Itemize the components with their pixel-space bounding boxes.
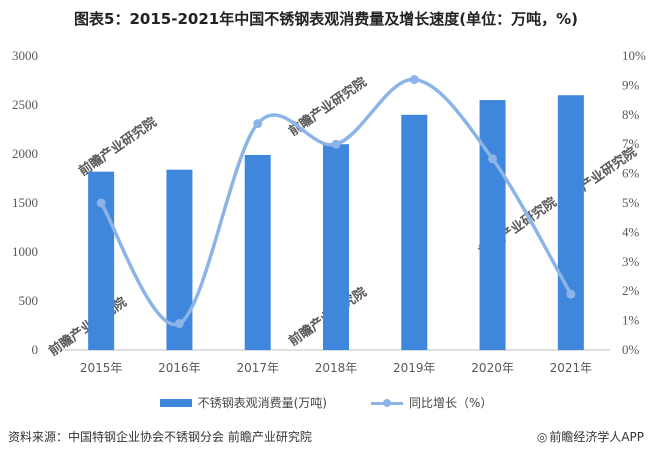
right-tick-label: 7% xyxy=(622,136,640,151)
bar-2020年 xyxy=(479,100,506,350)
x-tick-label: 2020年 xyxy=(471,361,514,375)
watermark-text: 前瞻产业研究院 xyxy=(76,114,160,179)
bar-2021年 xyxy=(557,95,584,350)
right-tick-label: 0% xyxy=(622,342,640,357)
legend: 不锈钢表观消费量(万吨) 同比增长（%） xyxy=(0,394,652,411)
right-tick-label: 8% xyxy=(622,107,640,122)
right-tick-label: 2% xyxy=(622,283,640,298)
left-tick-label: 2500 xyxy=(12,97,38,112)
legend-bar-swatch xyxy=(159,398,192,407)
growth-point-2019年 xyxy=(409,75,419,85)
x-tick-label: 2019年 xyxy=(393,361,436,375)
legend-item-growth: 同比增长（%） xyxy=(370,394,493,411)
x-tick-label: 2018年 xyxy=(315,361,358,375)
left-tick-label: 2000 xyxy=(12,146,38,161)
chart-title: 图表5：2015-2021年中国不锈钢表观消费量及增长速度(单位：万吨，%) xyxy=(74,10,578,28)
left-tick-label: 1500 xyxy=(12,195,38,210)
left-tick-label: 3000 xyxy=(12,48,38,63)
bar-2015年 xyxy=(88,171,115,350)
growth-point-2017年 xyxy=(253,119,263,129)
bar-2019年 xyxy=(401,114,428,350)
legend-label-growth: 同比增长（%） xyxy=(408,396,493,410)
growth-point-2016年 xyxy=(174,319,184,329)
app-logo-icon: ◎ xyxy=(536,430,548,444)
legend-label-consumption: 不锈钢表观消费量(万吨) xyxy=(197,396,327,410)
growth-line-series xyxy=(96,75,576,329)
x-axis-labels: 2015年 2016年 2017年 2018年 2019年 2020年 2021年 xyxy=(80,361,592,375)
left-axis: 0 500 1000 1500 2000 2500 3000 xyxy=(12,48,38,357)
right-tick-label: 4% xyxy=(622,224,640,239)
right-tick-label: 9% xyxy=(622,77,640,92)
left-tick-label: 500 xyxy=(19,293,39,308)
x-tick-label: 2021年 xyxy=(550,361,593,375)
right-tick-label: 10% xyxy=(622,48,646,63)
x-tick-label: 2015年 xyxy=(80,361,123,375)
credit: ◎ 前瞻经济学人APP xyxy=(537,428,644,445)
legend-item-consumption: 不锈钢表观消费量(万吨) xyxy=(159,394,327,411)
left-tick-label: 1000 xyxy=(12,244,38,259)
bar-series xyxy=(88,95,584,350)
growth-point-2021年 xyxy=(566,289,576,299)
legend-line-swatch xyxy=(370,398,403,408)
right-axis: 0% 1% 2% 3% 4% 5% 6% 7% 8% 9% 10% xyxy=(622,48,646,357)
bar-2018年 xyxy=(323,144,349,350)
source-note: 资料来源：中国特钢企业协会不锈钢分会 前瞻产业研究院 xyxy=(8,430,312,444)
bar-2017年 xyxy=(244,154,271,350)
right-tick-label: 5% xyxy=(622,195,640,210)
growth-point-2020年 xyxy=(488,154,498,164)
x-tick-label: 2016年 xyxy=(158,361,201,375)
credit-text: 前瞻经济学人APP xyxy=(549,430,644,444)
x-tick-label: 2017年 xyxy=(236,361,279,375)
right-tick-label: 6% xyxy=(622,166,640,181)
growth-point-2018年 xyxy=(331,139,341,149)
growth-point-2015年 xyxy=(96,198,106,208)
right-tick-label: 1% xyxy=(622,313,640,328)
left-tick-label: 0 xyxy=(32,342,39,357)
right-tick-label: 3% xyxy=(622,254,640,269)
